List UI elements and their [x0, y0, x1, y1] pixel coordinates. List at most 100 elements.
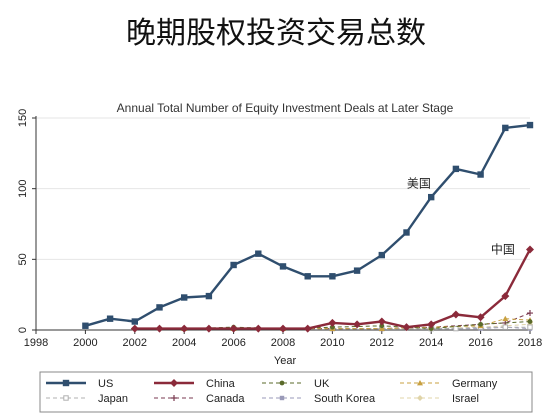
point-uk-2010: [330, 324, 335, 330]
x-tick-label: 2016: [468, 337, 492, 349]
x-tick-label: 2010: [320, 337, 344, 349]
point-germany-2012: [378, 325, 385, 331]
x-tick-label: 2014: [419, 337, 443, 349]
point-china-2011: [353, 320, 362, 329]
series-china: [130, 245, 534, 333]
point-germany-2017: [502, 315, 509, 322]
legend-marker-us: [62, 379, 70, 387]
point-us-2008: [279, 263, 287, 270]
point-us-2001: [106, 315, 114, 322]
point-us-2005: [205, 292, 213, 300]
legend-label-china: China: [206, 378, 236, 390]
point-uk-2014: [428, 326, 434, 331]
point-china-2006: [229, 324, 238, 333]
series-layer: [82, 121, 534, 333]
point-uk-2012: [379, 323, 385, 329]
chart-title: Annual Total Number of Equity Investment…: [117, 101, 454, 115]
legend-box: [39, 371, 533, 413]
legend-marker-canada: [171, 395, 177, 401]
point-us-2017: [502, 124, 509, 132]
legend-marker-south-korea: [279, 395, 285, 401]
legend-label-canada: Canada: [206, 393, 245, 405]
legend-marker-israel: [417, 395, 423, 401]
point-us-2003: [156, 304, 163, 311]
point-china-2015: [451, 310, 460, 319]
annotation-label: 中国: [491, 242, 515, 257]
point-us-2007: [255, 250, 262, 257]
point-us-2006: [230, 261, 237, 269]
point-japan-2017: [502, 324, 509, 330]
annotation-label: 美国: [407, 176, 431, 190]
legend-marker-china: [170, 379, 178, 387]
point-us-2018: [526, 121, 534, 129]
x-tick-label: 2018: [518, 337, 542, 349]
legend-item-japan: Japan: [46, 393, 128, 405]
point-china-2009: [303, 324, 312, 333]
y-axis-ticks: 0 50 100 150: [17, 109, 36, 333]
point-china-2004: [180, 324, 189, 333]
legend-item-israel: Israel: [400, 393, 479, 405]
y-tick-label: 50: [17, 253, 29, 265]
point-china-2017: [501, 292, 510, 301]
point-china-2002: [130, 324, 139, 333]
legend-label-uk: UK: [314, 378, 330, 390]
point-us-2000: [82, 322, 89, 329]
point-us-2012: [378, 251, 385, 259]
legend-item-us: US: [46, 378, 113, 390]
legend-label-japan: Japan: [98, 393, 128, 405]
y-tick-label: 150: [17, 109, 29, 127]
legend-item-canada: Canada: [154, 393, 245, 405]
point-china-2013: [402, 323, 411, 332]
point-china-2010: [328, 318, 337, 327]
x-tick-label: 1998: [24, 337, 48, 349]
legend-marker-japan: [63, 395, 69, 401]
point-china-2014: [427, 320, 436, 329]
legend-label-germany: Germany: [452, 378, 498, 390]
legend-label-israel: Israel: [452, 393, 479, 405]
legend-marker-germany: [417, 380, 423, 386]
point-us-2010: [329, 273, 336, 280]
legend-marker-uk: [279, 380, 285, 386]
point-china-2016: [476, 313, 485, 322]
point-uk-2016: [478, 321, 483, 327]
point-us-2014: [428, 193, 435, 201]
legend: US China UK Germany Japan Canada South Korea Is…: [39, 371, 533, 413]
x-tick-label: 2002: [123, 337, 147, 349]
series-us: [82, 121, 534, 329]
point-us-2015: [452, 165, 460, 173]
point-canada-2018: [527, 310, 533, 317]
point-us-2013: [403, 229, 410, 236]
y-tick-label: 0: [17, 327, 29, 333]
point-china-2003: [155, 324, 164, 333]
x-tick-label: 2004: [172, 337, 196, 349]
x-tick-label: 2008: [271, 337, 295, 349]
legend-item-uk: UK: [262, 378, 330, 390]
point-us-2002: [131, 318, 138, 325]
point-china-2018: [526, 245, 534, 254]
point-china-2008: [279, 324, 287, 333]
legend-label-us: US: [98, 378, 113, 390]
legend-item-south-korea: South Korea: [262, 393, 376, 405]
point-china-2012: [377, 317, 386, 326]
point-uk-2018: [527, 319, 533, 324]
point-japan-2015: [453, 325, 459, 332]
slide-title: 晚期股权投资交易总数: [126, 16, 426, 51]
legend-label-south-korea: South Korea: [314, 393, 376, 405]
point-us-2009: [304, 273, 311, 280]
x-tick-label: 2000: [73, 337, 97, 349]
chart-panel: [0, 88, 552, 418]
point-us-2011: [353, 267, 361, 274]
point-china-2007: [254, 324, 263, 333]
y-tick-label: 100: [17, 179, 29, 197]
point-china-2005: [204, 324, 213, 333]
point-japan-2018: [527, 324, 533, 330]
x-axis-label: Year: [274, 355, 297, 367]
point-us-2016: [477, 171, 484, 178]
legend-item-germany: Germany: [400, 378, 498, 390]
legend-item-china: China: [154, 378, 236, 390]
x-tick-label: 2012: [370, 337, 394, 349]
x-tick-label: 2006: [221, 337, 245, 349]
point-us-2004: [181, 294, 188, 301]
